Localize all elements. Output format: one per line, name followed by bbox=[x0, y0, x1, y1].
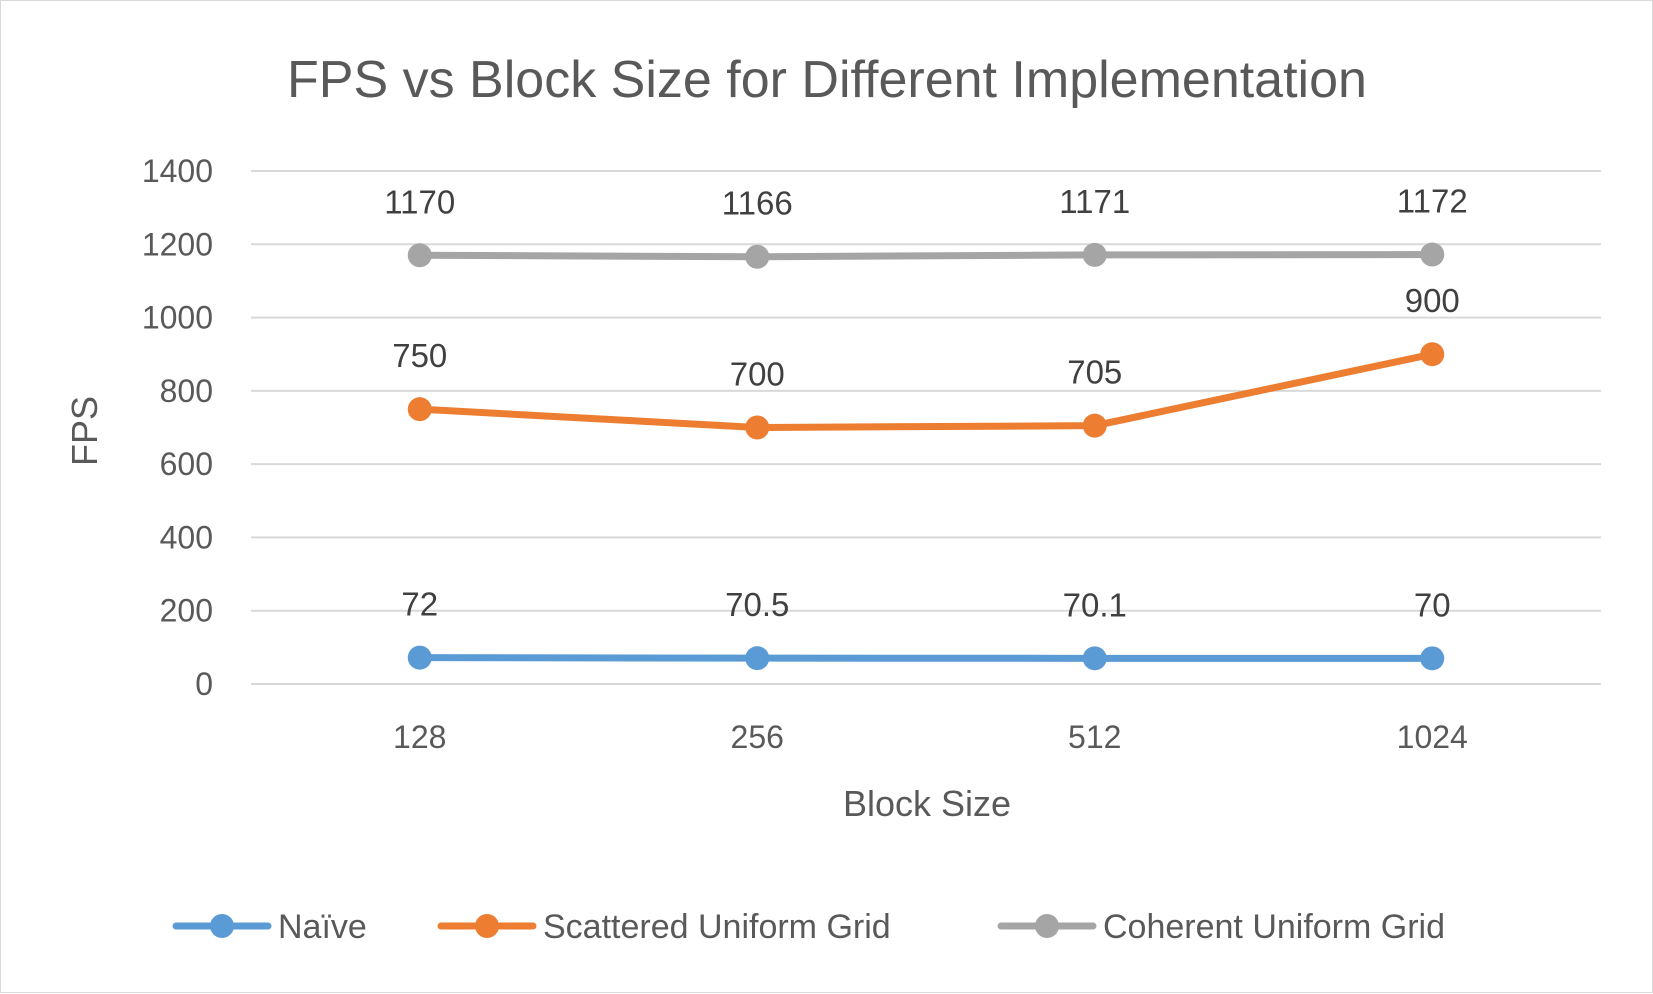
legend-item: Coherent Uniform Grid bbox=[997, 908, 1445, 946]
data-point bbox=[1082, 646, 1107, 671]
data-label: 1170 bbox=[384, 183, 455, 220]
data-label: 70.1 bbox=[1063, 586, 1127, 623]
chart-title: FPS vs Block Size for Different Implemen… bbox=[287, 51, 1367, 109]
data-point bbox=[745, 646, 770, 671]
data-label: 70.5 bbox=[725, 586, 789, 623]
y-tick-label: 800 bbox=[160, 373, 213, 409]
legend-swatch-marker bbox=[210, 914, 234, 938]
data-label: 900 bbox=[1405, 282, 1460, 319]
x-tick-label: 128 bbox=[393, 719, 446, 755]
data-label: 1171 bbox=[1059, 183, 1130, 220]
data-label: 750 bbox=[392, 337, 447, 374]
data-point bbox=[407, 645, 432, 670]
data-point bbox=[1082, 413, 1107, 438]
data-point bbox=[1082, 242, 1107, 267]
x-tick-label: 1024 bbox=[1397, 719, 1468, 755]
y-tick-label: 1200 bbox=[142, 226, 213, 262]
data-point bbox=[1420, 646, 1445, 671]
y-tick-label: 400 bbox=[160, 519, 213, 555]
series-line bbox=[416, 251, 1436, 261]
y-axis-ticks: 0 200 400 600 800 1000 1200 1400 bbox=[142, 153, 213, 702]
x-axis-title: Block Size bbox=[843, 783, 1011, 824]
data-label: 72 bbox=[401, 586, 438, 623]
series-0: 72 70.5 70.1 70 bbox=[401, 586, 1451, 671]
series-line bbox=[416, 350, 1436, 431]
series-1: 750 700 705 900 bbox=[392, 282, 1460, 440]
legend-label: Naïve bbox=[278, 908, 367, 946]
data-label: 1172 bbox=[1397, 183, 1468, 220]
legend-label: Scattered Uniform Grid bbox=[543, 908, 891, 946]
y-tick-label: 0 bbox=[195, 666, 213, 702]
data-point bbox=[745, 415, 770, 440]
x-tick-label: 512 bbox=[1068, 719, 1121, 755]
gridlines bbox=[251, 170, 1601, 685]
series-layer: 72 70.5 70.1 70 750 700 705 900 1170 1166 1171 1172 bbox=[384, 183, 1468, 671]
y-tick-label: 1400 bbox=[142, 153, 213, 189]
series-line bbox=[416, 654, 1436, 662]
y-tick-label: 200 bbox=[160, 593, 213, 629]
legend-label: Coherent Uniform Grid bbox=[1103, 908, 1445, 946]
legend-swatch-marker bbox=[1035, 914, 1059, 938]
y-tick-label: 1000 bbox=[142, 300, 213, 336]
data-label: 700 bbox=[730, 356, 785, 393]
data-label: 70 bbox=[1414, 586, 1451, 623]
data-point bbox=[407, 243, 432, 268]
data-point bbox=[407, 397, 432, 422]
series-2: 1170 1166 1171 1172 bbox=[384, 183, 1468, 269]
x-axis-ticks: 128 256 512 1024 bbox=[393, 719, 1468, 755]
data-label: 705 bbox=[1067, 354, 1122, 391]
legend: Naïve Scattered Uniform Grid Coherent Unif… bbox=[172, 908, 1445, 946]
legend-swatch-marker bbox=[475, 914, 499, 938]
data-point bbox=[745, 244, 770, 269]
legend-item: Scattered Uniform Grid bbox=[437, 908, 891, 946]
x-tick-label: 256 bbox=[731, 719, 784, 755]
data-point bbox=[1420, 242, 1445, 267]
legend-item: Naïve bbox=[172, 908, 367, 946]
data-point bbox=[1420, 342, 1445, 367]
y-axis-title: FPS bbox=[64, 396, 105, 466]
data-label: 1166 bbox=[722, 185, 793, 222]
y-tick-label: 600 bbox=[160, 446, 213, 482]
